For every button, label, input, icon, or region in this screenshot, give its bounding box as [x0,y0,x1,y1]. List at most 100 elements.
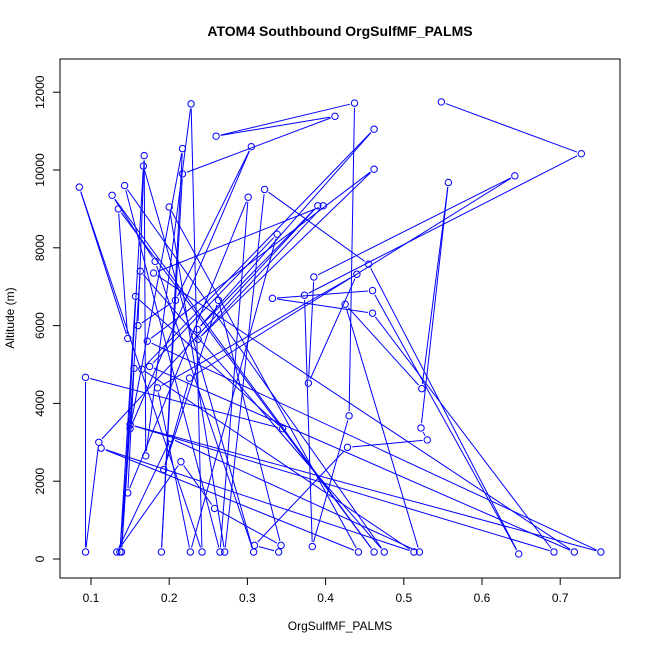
data-point [249,548,258,556]
x-tick-label: 0.2 [161,591,178,605]
series-segment [129,201,247,489]
x-tick-label: 0.1 [83,591,100,605]
data-point [210,504,219,513]
series-segment [257,450,345,543]
y-axis-label: Altitude (m) [3,287,17,348]
data-point [140,151,148,160]
data-point [345,412,353,420]
data-point [370,548,378,556]
data-point [380,548,388,556]
series-segment [193,177,512,377]
data-point [304,379,313,387]
data-point [126,424,134,433]
data-point [143,337,152,345]
y-tick-label: 12000 [33,75,47,109]
series-segment [348,107,355,412]
series-segment [421,187,449,424]
x-tick-label: 0.6 [474,591,491,605]
data-point [113,548,121,556]
series-segment [101,208,315,440]
x-axis-label: OrgSulfMF_PALMS [288,619,392,633]
y-tick-label: 0 [33,555,47,562]
series-segment [308,281,315,379]
series-segment [218,510,278,544]
series-segment [157,275,571,550]
data-point [314,202,322,210]
chart-title: ATOM4 Southbound OrgSulfMF_PALMS [207,23,472,39]
x-tick-label: 0.3 [239,591,256,605]
series-segment [317,177,511,276]
data-point [75,183,83,191]
series-segment [145,371,411,550]
series-segment [138,299,280,426]
series-segment [114,198,153,258]
series-segment [134,425,550,552]
series-segment [131,150,250,425]
data-point [139,162,148,170]
series-segment [183,465,213,505]
series-segment [169,211,225,548]
data-point [149,269,158,277]
x-axis: 0.1 0.2 0.3 0.4 0.5 0.6 0.7 [83,577,569,605]
data-point [126,421,134,429]
data-point [193,325,202,334]
data-point [423,436,431,444]
data-series [75,98,605,558]
series-segment [309,278,356,380]
series-segment [313,420,349,543]
series-segment [374,316,552,549]
x-tick-label: 0.7 [552,591,569,605]
series-segment [80,191,127,335]
data-point [300,291,309,299]
series-segment [277,298,368,313]
data-point [350,99,359,107]
data-point [550,548,558,556]
data-point [250,541,259,550]
series-segment [177,150,250,297]
data-point [273,230,281,238]
data-point [277,541,285,550]
series-segment [200,132,372,327]
data-point [178,170,187,178]
series-segment [142,274,382,549]
data-point [171,296,180,305]
data-point [570,548,578,556]
series-segment [145,108,191,452]
data-point [138,365,146,373]
series-segment [374,294,517,551]
y-axis: 0 2000 4000 6000 8000 10000 12000 [33,75,61,562]
data-point [418,384,426,393]
data-point [343,443,352,452]
series-segment [119,373,135,548]
data-point [185,374,194,382]
series-segment [224,194,265,548]
data-point [310,273,318,281]
data-point [131,292,140,301]
series-segment [144,170,253,548]
series-segment [186,117,331,173]
data-point [178,144,187,153]
series-segment [134,425,597,552]
data-point [167,434,175,443]
series-segment [346,308,419,548]
data-point [353,270,361,278]
data-point [308,542,317,551]
data-point [437,98,446,106]
data-point [415,548,424,556]
series-segment [161,153,183,548]
data-point [151,257,159,266]
y-tick-label: 6000 [33,312,47,339]
data-point [370,125,378,133]
data-point [368,309,377,317]
series-segment [80,191,202,548]
data-point [177,458,185,466]
series-segment [157,207,320,272]
data-point [212,132,220,140]
y-tick-label: 2000 [33,468,47,495]
data-point [370,165,378,173]
series-segment [118,442,170,548]
series-segment [118,213,128,334]
series-segment [119,301,136,548]
data-point [268,294,277,303]
